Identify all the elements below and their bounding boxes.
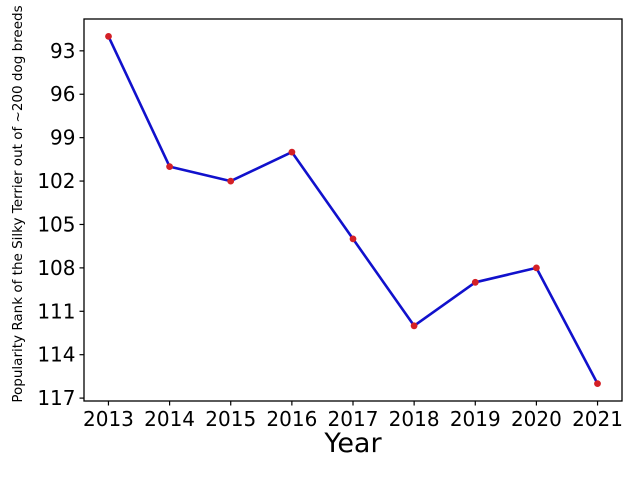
plot-border (83, 18, 623, 402)
x-tick-label: 2019 (450, 407, 501, 431)
y-tick-label: 96 (50, 82, 75, 106)
data-point-2015 (227, 177, 235, 185)
data-point-2016 (288, 148, 296, 156)
x-tick-label: 2013 (83, 407, 134, 431)
x-tick-label: 2020 (511, 407, 562, 431)
y-tick-label: 117 (37, 386, 75, 410)
x-tick-label: 2021 (572, 407, 623, 431)
x-tick-label: 2017 (328, 407, 379, 431)
data-line (107, 35, 599, 385)
y-tick-label: 114 (37, 343, 75, 367)
x-tick-label: 2016 (266, 407, 317, 431)
y-tick-label: 111 (37, 299, 75, 323)
data-point-2017 (349, 235, 357, 243)
y-tick-label: 99 (50, 126, 75, 150)
y-axis-label: Popularity Rank of the Silky Terrier out… (10, 5, 26, 403)
data-point-2018 (410, 322, 418, 330)
x-tick-label: 2014 (144, 407, 195, 431)
y-tick-label: 108 (37, 256, 75, 280)
data-point-2014 (166, 163, 174, 171)
y-tick-label: 93 (50, 39, 75, 63)
x-tick-label: 2015 (205, 407, 256, 431)
data-point-2020 (533, 264, 540, 272)
data-point-2013 (105, 33, 112, 40)
y-tick-label: 102 (37, 169, 75, 193)
data-point-2021 (594, 380, 601, 387)
x-axis-label: Year (324, 428, 382, 459)
y-tick-label: 105 (37, 212, 75, 236)
data-point-2019 (471, 278, 479, 286)
x-tick-label: 2018 (389, 407, 440, 431)
